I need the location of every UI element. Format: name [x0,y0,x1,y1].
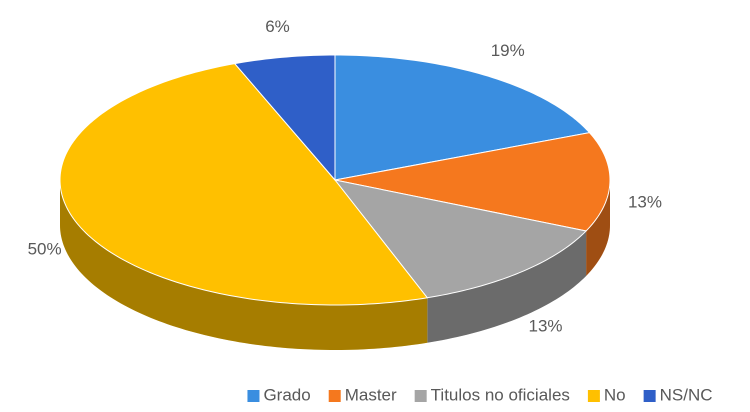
data-label: 13% [628,193,662,212]
slice [334,54,591,181]
slice-side [586,180,610,276]
slice [59,63,429,306]
legend-swatch [587,390,600,402]
legend-label: Grado [263,385,310,404]
slice-side [60,180,428,350]
legend-swatch [414,390,427,402]
legend-label: Master [345,385,397,404]
slice-side-shade [586,180,610,276]
legend-swatch [247,390,260,402]
data-label: 19% [491,41,525,60]
legend-label: No [604,385,626,404]
slice [233,54,336,182]
slice-side-shade [60,180,428,350]
legend-swatch [328,390,341,402]
slice [334,132,611,232]
slice [333,179,588,299]
legend-swatch [643,390,656,402]
slice-side-shade [427,230,587,343]
legend: Grado Master Titulos no oficiales No NS/NC [247,385,713,404]
data-label: 13% [529,316,563,335]
data-label: 6% [265,17,290,36]
slice-side [427,230,587,343]
legend-label: NS/NC [660,385,713,404]
data-label: 50% [28,240,62,259]
legend-label: Titulos no oficiales [431,385,570,404]
